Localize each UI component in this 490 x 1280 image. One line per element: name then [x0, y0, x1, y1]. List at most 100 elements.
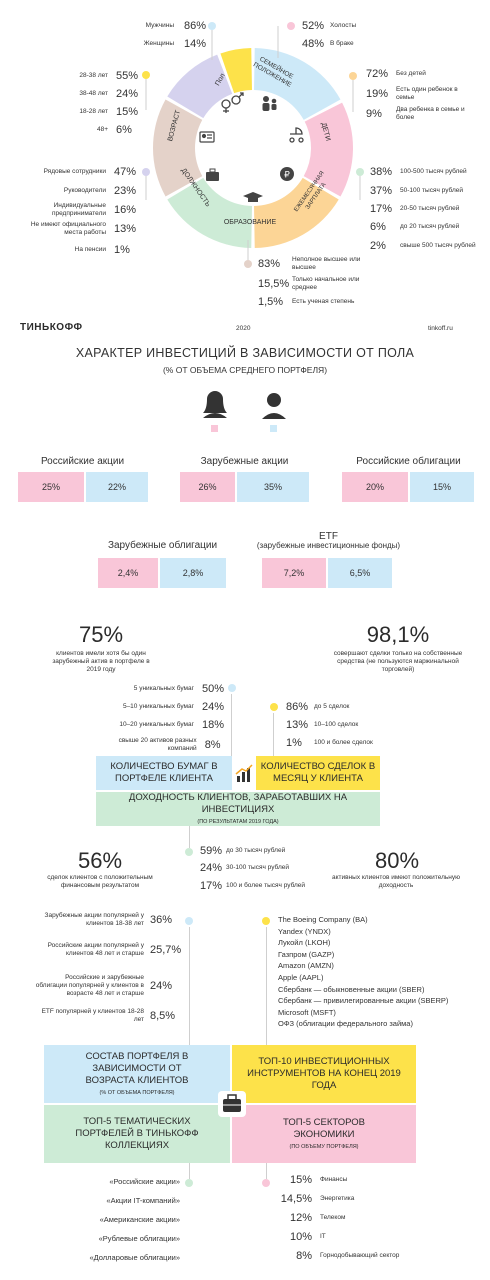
- securities-row: 5–10 уникальных бумаг 24%: [100, 701, 226, 713]
- female-legend-square: [211, 425, 218, 432]
- education-label: Только начальное или среднее: [292, 276, 360, 291]
- age-label: 48+: [96, 126, 108, 133]
- age-row: 28-38 лет 55%: [50, 70, 140, 82]
- sector-row: 14,5% Энергетика: [276, 1193, 355, 1205]
- top10-item: Microsoft (MSFT): [278, 1007, 336, 1017]
- position-dot: [142, 168, 150, 176]
- profit-value: 17%: [200, 880, 223, 892]
- bar-chart-icon: [235, 764, 253, 782]
- children-row: 19% Есть один ребенок в семье: [366, 86, 476, 102]
- cat-label-foreign-stocks: Зарубежные акции: [200, 456, 289, 467]
- securities-connector: [231, 694, 232, 756]
- portfolios-dot: [185, 1179, 193, 1187]
- age-row: 48+ 6%: [50, 124, 140, 136]
- top10-item: ОФЗ (облигации федерального займа): [278, 1019, 413, 1029]
- position-value: 1%: [114, 244, 130, 256]
- cat-label-ru-stocks: Российские акции: [40, 456, 125, 467]
- securities-row: свыше 20 активов разных компаний 8%: [100, 737, 226, 753]
- top10-item: Amazon (AMZN): [278, 961, 334, 971]
- securities-row: 10–20 уникальных бумаг 18%: [100, 719, 226, 731]
- profit-label: до 30 тысяч рублей: [226, 847, 286, 854]
- salary-row: 2% свыше 500 тысяч рублей: [370, 240, 476, 252]
- graduation-cap-icon: [243, 192, 263, 202]
- education-label: Есть ученая степень: [292, 298, 355, 305]
- education-row: 1,5% Есть ученая степень: [258, 296, 354, 308]
- cat-ru-bonds-male: 15%: [410, 472, 474, 502]
- profit-block-note: (по результатам 2019 года): [197, 819, 279, 825]
- demographic-ring: ₽: [145, 26, 361, 262]
- age-dot: [142, 71, 150, 79]
- footer-site[interactable]: tinkoff.ru: [428, 325, 453, 332]
- education-label: Неполное высшее или высшее: [292, 256, 361, 271]
- age-portfolio-value: 25,7%: [150, 944, 182, 956]
- value: 14%: [184, 38, 207, 50]
- top5-portfolios-block-title: Топ-5 тематических портфелей в Тинькофф …: [75, 1116, 199, 1151]
- sectors-connector: [266, 1163, 267, 1179]
- top10-dot: [262, 917, 270, 925]
- ring-segment-4: [152, 99, 203, 197]
- sector-value: 14,5%: [280, 1193, 312, 1205]
- children-value: 19%: [366, 88, 389, 100]
- deals-label: 100 и более сделок: [314, 739, 373, 746]
- cat-label-etf-sub: (зарубежные инвестиционные фонды): [256, 541, 401, 550]
- label: Мужчины: [145, 22, 174, 29]
- education-row: 83% Неполное высшее или высшее: [258, 256, 372, 272]
- positive-deals-value: 56%: [77, 848, 123, 873]
- top5-portfolios-block: Топ-5 тематических портфелей в Тинькофф …: [44, 1105, 230, 1163]
- age-portfolio-value: 24%: [150, 980, 173, 992]
- profit-row: 17% 100 и более тысяч рублей: [200, 880, 305, 892]
- sector-value: 12%: [289, 1212, 312, 1224]
- profit-value: 59%: [200, 845, 223, 857]
- children-label: Без детей: [396, 70, 426, 77]
- cat-ru-stocks-male: 22%: [86, 472, 148, 502]
- deals-dot: [270, 703, 278, 711]
- salary-row: 6% до 20 тысяч рублей: [370, 221, 459, 233]
- sector-label: Финансы: [320, 1176, 348, 1183]
- salary-label: свыше 500 тысяч рублей: [400, 242, 476, 249]
- salary-label: 100-500 тысяч рублей: [400, 168, 467, 175]
- label: В браке: [330, 40, 354, 47]
- age-portfolio-row: ETF популярней у клиентов 18-28 лет 8,5%: [22, 1008, 182, 1024]
- portfolios-connector: [189, 1163, 190, 1179]
- top5-sectors-block-title: Топ-5 секторов экономики: [282, 1117, 366, 1140]
- securities-label: 5–10 уникальных бумаг: [122, 703, 194, 710]
- top10-connector: [266, 927, 267, 1045]
- position-label: Руководители: [63, 187, 106, 194]
- deals-label: до 5 сделок: [314, 703, 350, 710]
- ring-segment-1: [303, 102, 353, 197]
- position-row: Не имеют официального места работы 13%: [14, 221, 136, 237]
- position-label: Рядовые сотрудники: [43, 168, 106, 175]
- segment-label-education: Образование: [223, 219, 277, 226]
- profit-value: 24%: [200, 862, 223, 874]
- securities-value: 8%: [204, 739, 221, 751]
- age-portfolio-row: Российские акции популярней у клиентов 4…: [22, 942, 182, 958]
- securities-label: 5 уникальных бумаг: [133, 685, 194, 692]
- salary-row: 38% 100-500 тысяч рублей: [370, 166, 467, 178]
- deals-row: 1% 100 и более сделок: [286, 737, 373, 749]
- age-portfolio-row: Российские и зарубежные облигации популя…: [22, 974, 182, 998]
- position-row: На пенсии 1%: [14, 244, 136, 256]
- gender-invest-title: ХАРАКТЕР ИНВЕСТИЦИЙ В ЗАВИСИМОСТИ ОТ ПОЛ…: [75, 346, 415, 360]
- salary-label: до 20 тысяч рублей: [400, 223, 460, 230]
- securities-row: 5 уникальных бумаг 50%: [100, 683, 226, 695]
- sector-value: 8%: [296, 1250, 312, 1262]
- top10-item: Apple (AAPL): [278, 973, 324, 982]
- ring-segment-0: [254, 48, 341, 120]
- position-label: Не имеют официального места работы: [30, 221, 106, 236]
- portfolio-item: «Долларовые облигации»: [89, 1253, 180, 1262]
- briefcase-icon: [223, 1094, 241, 1112]
- position-row: Индивидуальные предприниматели 16%: [14, 202, 136, 218]
- top10-item: Сбербанк — обыкновенные акции (SBER): [278, 984, 425, 994]
- position-value: 47%: [114, 166, 137, 178]
- salary-dot: [356, 168, 364, 176]
- salary-value: 37%: [370, 185, 393, 197]
- top10-item: Yandex (YNDX): [278, 926, 331, 936]
- salary-value: 6%: [370, 221, 386, 233]
- securities-dot: [228, 684, 236, 692]
- profit-connector: [189, 826, 190, 848]
- ring-segment-3: [167, 177, 252, 248]
- portfolio-item: «Рублевые облигации»: [98, 1234, 180, 1243]
- female-avatar-icon: [203, 391, 227, 418]
- salary-value: 38%: [370, 166, 393, 178]
- deals-value: 1%: [286, 737, 302, 749]
